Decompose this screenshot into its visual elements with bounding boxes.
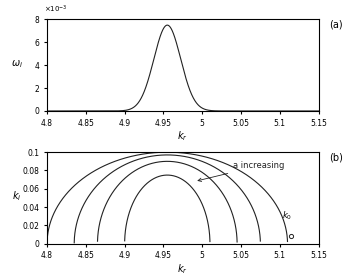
Y-axis label: $\omega_i$: $\omega_i$	[11, 58, 23, 70]
Y-axis label: $k_i$: $k_i$	[12, 189, 22, 202]
X-axis label: $k_r$: $k_r$	[177, 262, 188, 276]
Text: (a): (a)	[329, 19, 343, 29]
Text: $\times10^{-3}$: $\times10^{-3}$	[44, 4, 68, 15]
Text: a increasing: a increasing	[198, 161, 285, 181]
Text: (b): (b)	[329, 152, 343, 162]
Text: $k_0$: $k_0$	[282, 209, 292, 222]
X-axis label: $k_r$: $k_r$	[177, 129, 188, 143]
